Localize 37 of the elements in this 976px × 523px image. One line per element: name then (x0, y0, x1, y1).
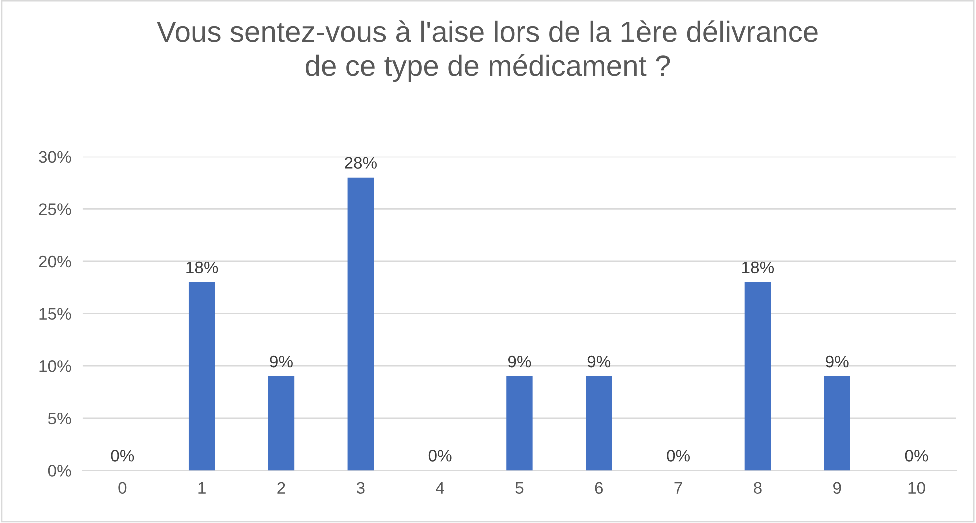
y-tick-label: 20% (39, 256, 72, 268)
x-tick-label: 2 (278, 482, 286, 494)
data-label: 9% (588, 356, 611, 368)
y-tick-label: 30% (39, 151, 72, 164)
data-label: 18% (742, 262, 774, 274)
data-label: 9% (270, 356, 293, 368)
y-tick-label: 5% (48, 412, 72, 425)
x-tick-label: 5 (516, 482, 524, 494)
y-tick-label: 25% (39, 204, 72, 216)
x-tick-label: 3 (356, 482, 365, 494)
chart-title: Vous sentez-vous à l'aise lors de la 1ère délivrance de ce type de médicament ? (157, 20, 818, 82)
bar (348, 178, 374, 471)
data-label: 0% (667, 450, 690, 462)
bar (824, 376, 850, 471)
data-label: 0% (905, 450, 928, 462)
data-label: 0% (428, 450, 452, 462)
x-tick-label: 6 (595, 482, 604, 494)
data-label: 9% (508, 356, 532, 368)
data-label: 18% (186, 262, 218, 274)
y-tick-label: 15% (40, 308, 72, 320)
bar (268, 376, 295, 471)
x-tick-label: 7 (674, 482, 682, 494)
bar (188, 282, 216, 471)
data-label: 28% (345, 157, 377, 169)
x-tick-label: 9 (834, 482, 842, 494)
x-tick-label: 10 (908, 482, 926, 494)
bar (506, 376, 533, 471)
data-label: 0% (111, 450, 134, 462)
data-label: 9% (826, 356, 849, 368)
bar (744, 282, 772, 471)
x-tick-label: 0 (118, 482, 127, 494)
x-tick-label: 8 (754, 482, 762, 494)
x-tick-label: 1 (198, 482, 206, 494)
y-tick-label: 0% (48, 465, 72, 477)
y-tick-label: 10% (40, 360, 72, 372)
x-tick-label: 4 (436, 482, 444, 494)
bar (586, 376, 612, 471)
